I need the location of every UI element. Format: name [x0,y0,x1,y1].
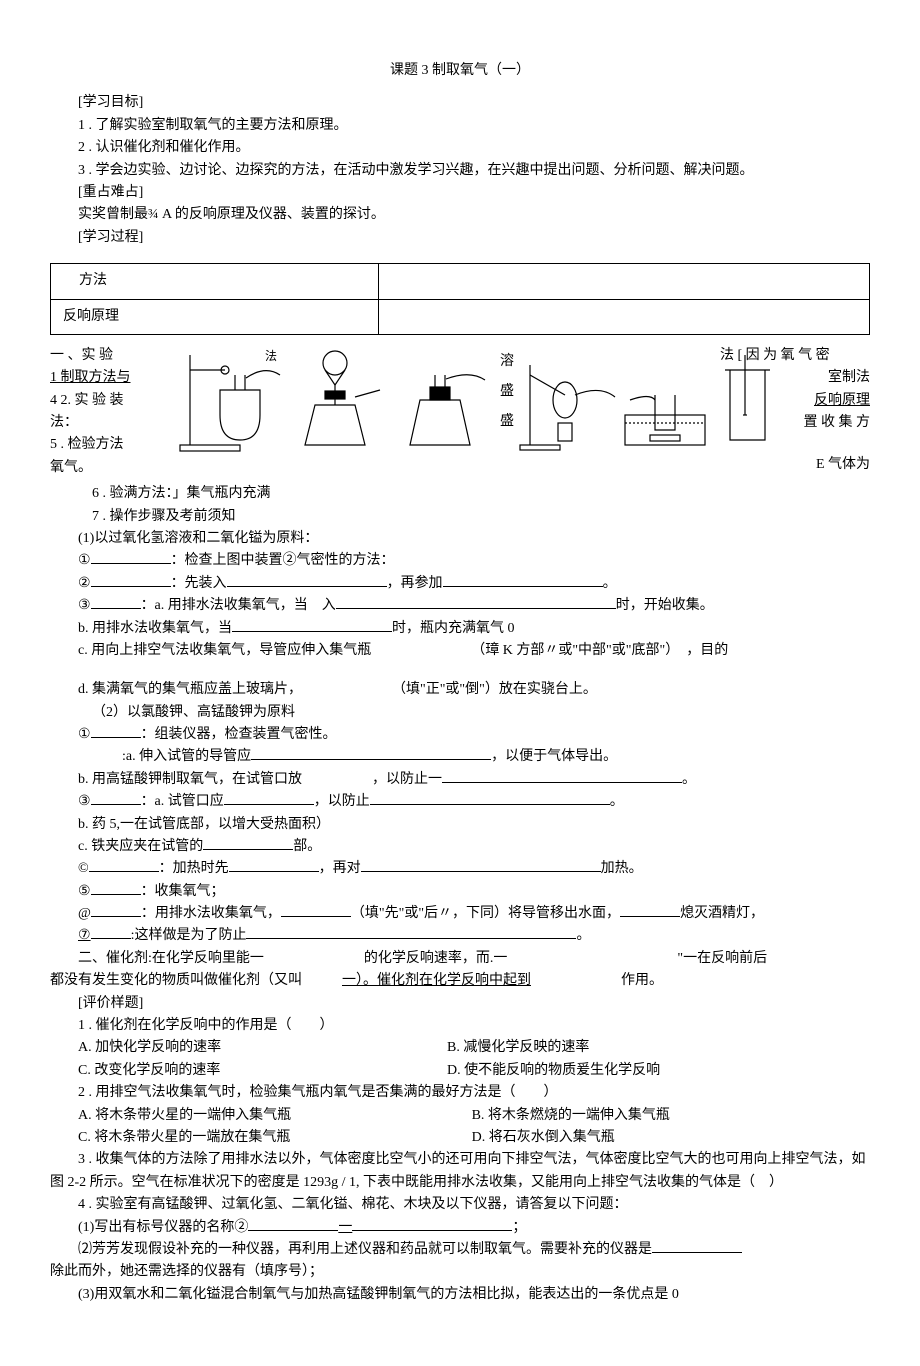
apparatus-svg: 法 溶 盛 盛 [170,345,770,465]
q1-options: A. 加快化学反响的速率 B. 减慢化学反映的速率 C. 改变化学反响的速率 D… [50,1037,870,1082]
step-6: 6 . 验满方法：」集气瓶内充满 [50,483,870,505]
step-7-2-7: ⑦:这样做是为了防止。 [50,925,870,947]
q4-1: (1)写出有标号仪器的名称②一； [50,1217,870,1239]
right-text-5: E 气体为 [780,454,870,476]
step-7: 7 . 操作步骤及考前须知 [50,506,870,528]
eval-label: [评价样题] [50,993,870,1015]
page-title: 课题 3 制取氧气（一） [50,60,870,82]
step-7-2-b: b. 用高锰酸钾制取氧气，在试管口放，以防止一。 [50,769,870,791]
step-7-1-b: b. 用排水法收集氧气，当时，瓶内充满氧气 0 [50,618,870,640]
left-text-1: 一 、实 验 [50,345,170,367]
step-7-1-d: d. 集满氧气的集气瓶应盖上玻璃片，（填"正"或"倒"）放在实骁台上。 [50,679,870,701]
right-text-2: 反响原理 [780,390,870,412]
q2-a: A. 将木条带火星的一端伸入集气瓶 [50,1105,444,1127]
q4-2b: 除此而外，她还需选择的仪器有（填序号）； [50,1261,870,1283]
right-text-3: 置 收 集 方 [780,412,870,434]
step-7-1-1: ①：检查上图中装置②气密性的方法： [50,550,870,572]
part2-line2: 都没有发生变化的物质叫做催化剂（又叫一）。催化剂在化学反响中起到作用。 [50,970,870,992]
part2-line1: 二、催化剂:在化学反响里能一的化学反响速率，而.一"一在反响前后 [50,948,870,970]
left-text-3: 4 2. 实 验 装 [50,390,170,412]
process-label: [学习过程] [50,227,870,249]
objective-2: 2 . 认识催化剂和催化作用。 [50,137,870,159]
q1-d: D. 使不能反响的物质爰生化学反响 [419,1060,788,1082]
svg-text:法: 法 [265,349,277,363]
apparatus-diagram: 一 、实 验 1 制取方法与 4 2. 实 验 装 法： 5 . 检验方法 氧气… [50,345,870,479]
step-7-2-y: b. 药 5,一在试管底部，以增大受热面积） [50,814,870,836]
left-text-4: 法： [50,412,170,434]
right-top: 法 [ 因 为 氧 气 密 [720,345,870,367]
step-7-1-2: ②：先装入，再参加。 [50,573,870,595]
step-7-2: （2）以氯酸钾、高锰酸钾为原料 [50,702,870,724]
objective-3: 3 . 学会边实验、边讨论、边探究的方法，在活动中激发学习兴趣，在兴趣中提出问题… [50,160,870,182]
left-text-2: 1 制取方法与 [50,367,170,389]
step-7-1-3: ③：a. 用排水法收集氧气，当 入时，开始收集。 [50,595,870,617]
keypoints-label: [重占难占] [50,182,870,204]
q2-d: D. 将石灰水倒入集气瓶 [444,1127,838,1149]
q2-b: B. 将木条燃烧的一端伸入集气瓶 [444,1105,838,1127]
step-7-2-5: ⑤：收集氧气； [50,881,870,903]
step-7-2-1c: :a. 伸入试管的导管应，以便于气体导出。 [50,746,870,768]
right-text-1: 室制法 [780,367,870,389]
left-text-6: 氧气。 [50,457,170,479]
step-7-2-at: @：用排水法收集氧气，（填"先"或"后〃，下同）将导管移出水面，熄灭酒精灯， [50,903,870,925]
q4-2: ⑵芳芳发现假设补充的一种仪器，再利用上述仪器和药品就可以制取氧气。需要补充的仪器… [50,1239,870,1261]
q2-options: A. 将木条带火星的一端伸入集气瓶 B. 将木条燃烧的一端伸入集气瓶 C. 将木… [50,1105,870,1150]
table-row: 方法 [51,264,870,299]
keypoints-text: 实奖曾制最¾ A 的反响原理及仪器、装置的探讨。 [50,204,870,226]
q1-c: C. 改变化学反响的速率 [50,1060,419,1082]
cell-empty [378,264,869,299]
step-7-2-copy: ©：加热时先，再对加热。 [50,858,870,880]
q4-3: (3)用双氧水和二氧化镒混合制氧气与加热高锰酸钾制氧气的方法相比拟，能表达出的一… [50,1284,870,1306]
cell-method: 方法 [51,264,379,299]
step-7-2-1: ①：组装仪器，检查装置气密性。 [50,724,870,746]
mid-label-1: 溶 [500,353,514,369]
cell-principle: 反响原理 [51,299,379,334]
q1-a: A. 加快化学反响的速率 [50,1037,419,1059]
q2: 2 . 用排空气法收集氧气时，检验集气瓶内氧气是否集满的最好方法是（ ） [50,1082,870,1104]
cell-empty [378,299,869,334]
table-row: 反响原理 [51,299,870,334]
mid-label-2: 盛 [500,383,514,399]
q1-b: B. 减慢化学反映的速率 [419,1037,788,1059]
mid-label-3: 盛 [500,413,514,429]
step-7-1-c: c. 用向上排空气法收集氧气，导管应伸入集气瓶（璋 K 方部〃或"中部"或"底部… [50,640,870,662]
objectives-label: [学习目标] [50,92,870,114]
q3: 3 . 收集气体的方法除了用排水法以外，气体密度比空气小的还可用向下排空气法，气… [50,1149,870,1194]
objective-1: 1 . 了解实验室制取氧气的主要方法和原理。 [50,115,870,137]
step-7-2-3: ③：a. 试管口应，以防止。 [50,791,870,813]
step-7-1: (1)以过氧化氢溶液和二氧化镒为原料： [50,528,870,550]
q1: 1 . 催化剂在化学反响中的作用是（ ） [50,1015,870,1037]
step-7-2-c: c. 铁夹应夹在试管的部。 [50,836,870,858]
q4: 4 . 实验室有高锰酸钾、过氧化氢、二氧化镒、棉花、木块及以下仪器，请答复以下问… [50,1194,870,1216]
q2-c: C. 将木条带火星的一端放在集气瓶 [50,1127,444,1149]
method-table: 方法 反响原理 [50,263,870,335]
left-text-5: 5 . 检验方法 [50,434,170,456]
